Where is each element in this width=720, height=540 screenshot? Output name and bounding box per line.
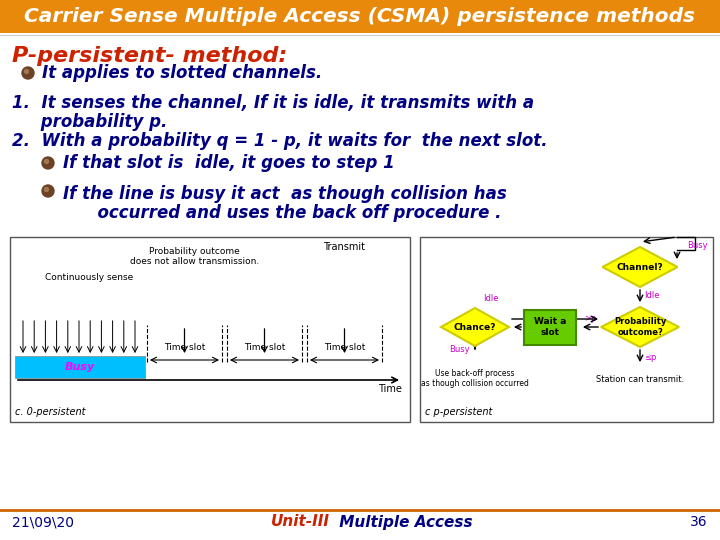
FancyBboxPatch shape — [15, 356, 145, 378]
FancyBboxPatch shape — [10, 237, 410, 422]
Text: Time slot: Time slot — [164, 343, 205, 352]
Text: Busy: Busy — [687, 240, 708, 249]
Text: Probability outcome
does not allow transmission.: Probability outcome does not allow trans… — [130, 247, 259, 266]
Text: c. 0-persistent: c. 0-persistent — [15, 407, 86, 417]
Text: 2.  With a probability q = 1 - p, it waits for  the next slot.: 2. With a probability q = 1 - p, it wait… — [12, 132, 548, 150]
Text: Time slot: Time slot — [244, 343, 285, 352]
Text: 1.  It senses the channel, If it is idle, it transmits with a: 1. It senses the channel, If it is idle,… — [12, 94, 534, 112]
Circle shape — [42, 157, 54, 169]
Text: Chance?: Chance? — [454, 322, 496, 332]
Text: P-persistent- method:: P-persistent- method: — [12, 46, 287, 66]
Text: Transmit: Transmit — [323, 242, 366, 252]
Text: Idle: Idle — [483, 294, 498, 303]
Text: 21\09\20: 21\09\20 — [12, 515, 74, 529]
Text: Channel?: Channel? — [616, 262, 663, 272]
Polygon shape — [601, 307, 679, 347]
Text: If that slot is  idle, it goes to step 1: If that slot is idle, it goes to step 1 — [63, 154, 395, 172]
Text: occurred and uses the back off procedure .: occurred and uses the back off procedure… — [63, 204, 502, 222]
Circle shape — [45, 187, 48, 192]
Text: Busy: Busy — [65, 362, 95, 372]
Circle shape — [42, 185, 54, 197]
Text: Station can transmit.: Station can transmit. — [596, 375, 684, 384]
Text: Time: Time — [378, 384, 402, 394]
Text: c p-persistent: c p-persistent — [425, 407, 492, 417]
Text: Multiple Access: Multiple Access — [334, 515, 472, 530]
Text: Unit-III: Unit-III — [271, 515, 330, 530]
FancyBboxPatch shape — [524, 309, 576, 345]
Text: If the line is busy it act  as though collision has: If the line is busy it act as though col… — [63, 185, 507, 203]
Text: Continuously sense: Continuously sense — [45, 273, 133, 282]
Circle shape — [45, 159, 48, 164]
Text: Busy: Busy — [449, 345, 470, 354]
Polygon shape — [441, 308, 509, 346]
Text: 36: 36 — [690, 515, 708, 529]
Circle shape — [24, 70, 29, 73]
Text: Idle: Idle — [644, 292, 660, 300]
Text: Wait a
slot: Wait a slot — [534, 318, 566, 337]
Text: It applies to slotted channels.: It applies to slotted channels. — [42, 64, 323, 82]
Text: Use back-off process
as though collision occurred: Use back-off process as though collision… — [421, 369, 529, 388]
Text: Probability
outcome?: Probability outcome? — [614, 318, 666, 337]
Text: Carrier Sense Multiple Access (CSMA) persistence methods: Carrier Sense Multiple Access (CSMA) per… — [24, 8, 696, 26]
Text: ≤p: ≤p — [644, 353, 657, 361]
Text: >p: >p — [585, 314, 597, 323]
Polygon shape — [603, 247, 678, 287]
FancyBboxPatch shape — [420, 237, 713, 422]
Text: Time slot: Time slot — [324, 343, 365, 352]
FancyBboxPatch shape — [0, 0, 720, 33]
Text: probability p.: probability p. — [12, 113, 167, 131]
Circle shape — [22, 67, 34, 79]
